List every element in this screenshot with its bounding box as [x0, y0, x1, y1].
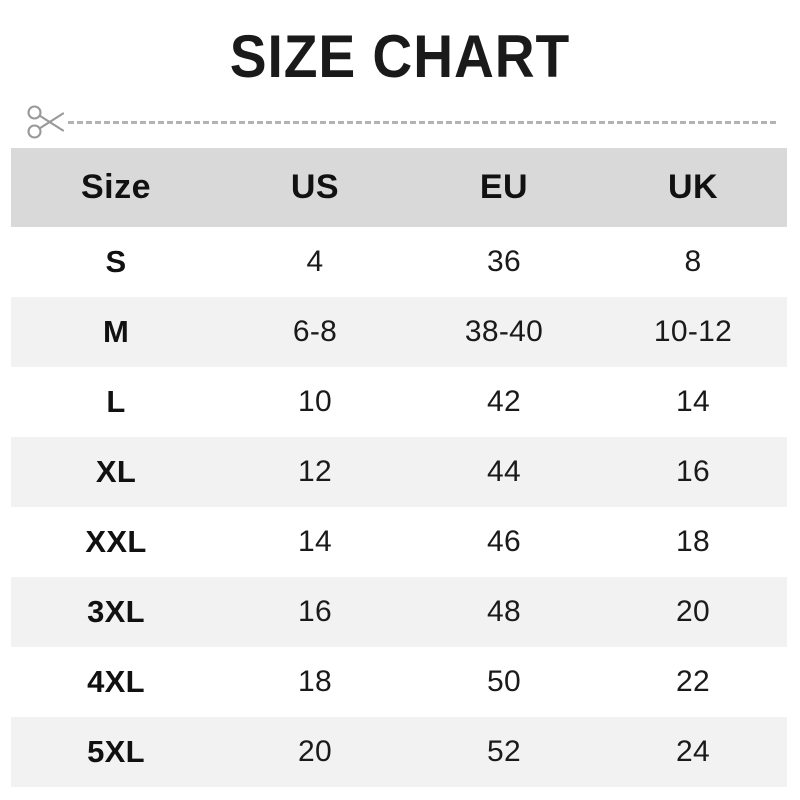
cell-us: 20	[298, 735, 332, 768]
column-header-eu: EU	[479, 168, 529, 206]
table-row: XXL 14 46 18	[11, 507, 787, 577]
scissors-icon	[27, 105, 65, 139]
cell-uk: 16	[676, 455, 710, 488]
cell-size: XL	[95, 454, 137, 489]
size-chart-table: Size US EU UK S 4 36 8 M 6-8 38-40 10-12…	[11, 148, 787, 787]
cell-us: 18	[298, 665, 332, 698]
cell-size: 4XL	[87, 664, 145, 699]
table-header-row: Size US EU UK	[11, 148, 787, 227]
cell-size: L	[106, 384, 126, 419]
table-row: 4XL 18 50 22	[11, 647, 787, 717]
column-header-uk: UK	[667, 168, 719, 206]
table-body: S 4 36 8 M 6-8 38-40 10-12 L 10 42 14 XL…	[11, 227, 787, 787]
table-row: M 6-8 38-40 10-12	[11, 297, 787, 367]
table-row: XL 12 44 16	[11, 437, 787, 507]
cell-us: 12	[298, 455, 332, 488]
table-row: 5XL 20 52 24	[11, 717, 787, 787]
cell-eu: 50	[487, 665, 521, 698]
cell-uk: 10-12	[653, 315, 733, 348]
cell-size: 5XL	[87, 734, 145, 769]
cell-uk: 22	[676, 665, 710, 698]
cell-eu: 36	[487, 245, 521, 278]
cell-size: S	[105, 244, 127, 279]
cell-eu: 44	[487, 455, 521, 488]
cell-uk: 24	[676, 735, 710, 768]
cell-size: XXL	[85, 524, 147, 559]
table-row: L 10 42 14	[11, 367, 787, 437]
column-header-us: US	[290, 168, 340, 206]
cell-eu: 52	[487, 735, 521, 768]
cell-eu: 38-40	[464, 315, 544, 348]
page-title-container: SIZE CHART	[0, 24, 800, 90]
cut-here-line	[26, 103, 778, 141]
cell-eu: 46	[487, 525, 521, 558]
table-header: Size US EU UK	[11, 148, 787, 227]
cell-uk: 14	[676, 385, 710, 418]
cell-eu: 48	[487, 595, 521, 628]
table-row: S 4 36 8	[11, 227, 787, 297]
cell-uk: 20	[676, 595, 710, 628]
table-row: 3XL 16 48 20	[11, 577, 787, 647]
column-header-size: Size	[80, 168, 152, 206]
cell-us: 6-8	[292, 315, 338, 348]
cell-us: 10	[298, 385, 332, 418]
cell-us: 4	[306, 245, 324, 278]
cell-size: 3XL	[87, 594, 145, 629]
cell-uk: 18	[676, 525, 710, 558]
cell-eu: 42	[487, 385, 521, 418]
cell-us: 16	[298, 595, 332, 628]
cell-us: 14	[298, 525, 332, 558]
cell-size: M	[102, 314, 130, 349]
cell-uk: 8	[684, 245, 702, 278]
dashed-cut-line	[68, 121, 776, 124]
page-title: SIZE CHART	[229, 23, 571, 90]
